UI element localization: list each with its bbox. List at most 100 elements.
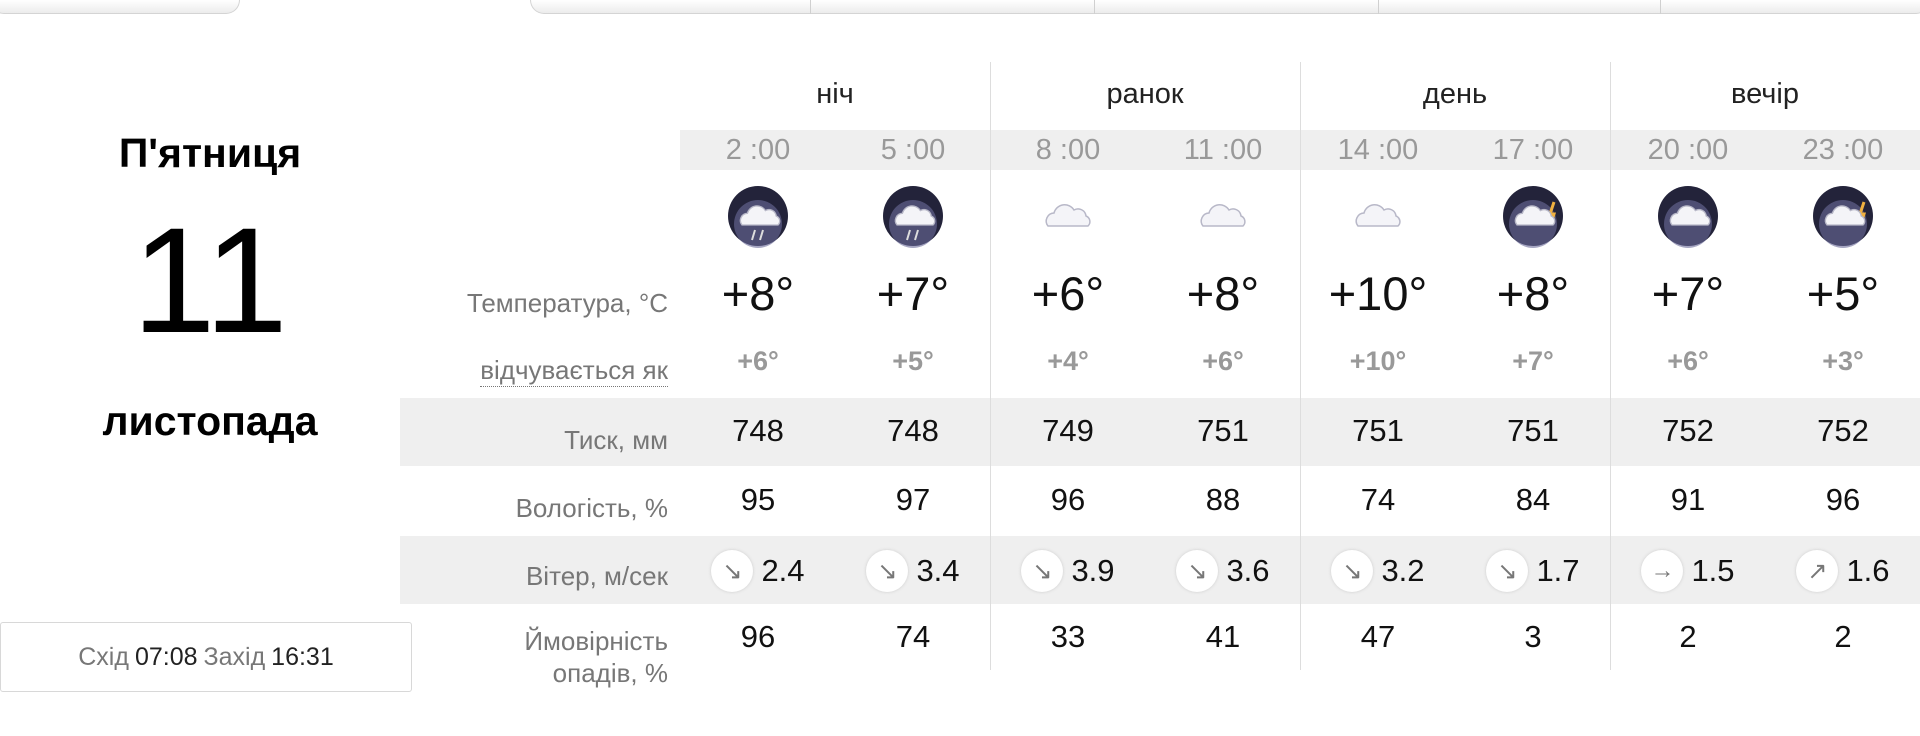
temperature-value: +6° <box>1031 267 1105 320</box>
pressure-value: 748 <box>887 413 939 448</box>
weather-night-overcast-icon <box>1610 184 1766 248</box>
pressure-value: 751 <box>1197 413 1249 448</box>
temperature-value: +7° <box>876 267 950 320</box>
sunrise-label: Схід <box>78 642 129 671</box>
humidity-value: 74 <box>1360 482 1396 517</box>
period-divider <box>1300 62 1301 670</box>
precip-label-1: Ймовірність <box>524 626 668 656</box>
pressure-row-bg <box>400 398 1920 466</box>
feels-like-value: +6° <box>1202 346 1244 376</box>
wind-direction-icon: ↗ <box>1796 550 1839 592</box>
hour-time: 8 :00 <box>1035 134 1101 166</box>
period-day: день <box>1422 78 1488 110</box>
precip-value: 2 <box>1679 619 1697 654</box>
temperature-label: Температура, °C <box>466 288 668 318</box>
feels-like-label[interactable]: відчувається як <box>480 355 668 387</box>
precip-label-2: опадів, % <box>552 658 668 688</box>
pressure-label: Тиск, мм <box>564 425 668 455</box>
wind-direction-icon: ↘ <box>1331 550 1374 592</box>
wind-speed: 1.5 <box>1691 553 1735 588</box>
wind-cell: ↘ 3.6 <box>1145 550 1301 592</box>
wind-label: Вітер, м/сек <box>525 561 668 591</box>
hour-time: 5 :00 <box>880 134 946 166</box>
period-morning: ранок <box>1106 78 1184 110</box>
day-number: 11 <box>132 196 288 364</box>
feels-like-value: +6° <box>737 346 779 376</box>
weather-night-cloudy-icon <box>1765 184 1920 248</box>
wind-cell: → 1.5 <box>1610 550 1766 592</box>
wind-speed: 2.4 <box>761 553 805 588</box>
period-evening: вечір <box>1731 78 1799 110</box>
precip-value: 47 <box>1360 619 1396 654</box>
humidity-value: 91 <box>1670 482 1706 517</box>
humidity-label: Вологість, % <box>515 493 668 523</box>
hour-time: 20 :00 <box>1647 134 1729 166</box>
wind-direction-icon: ↘ <box>1176 550 1219 592</box>
humidity-value: 84 <box>1515 482 1551 517</box>
feels-like-value: +4° <box>1047 346 1089 376</box>
pressure-value: 749 <box>1042 413 1094 448</box>
wind-cell: ↘ 1.7 <box>1455 550 1611 592</box>
wind-direction-icon: → <box>1641 550 1684 592</box>
wind-cell: ↘ 3.4 <box>835 550 991 592</box>
wind-speed: 1.7 <box>1536 553 1580 588</box>
feels-like-value: +3° <box>1822 346 1864 376</box>
sunset-label: Захід <box>203 642 266 671</box>
period-night: ніч <box>816 78 854 110</box>
tab-divider <box>1094 0 1095 14</box>
feels-like-value: +7° <box>1512 346 1554 376</box>
pressure-value: 752 <box>1662 413 1714 448</box>
weather-cloud-icon <box>1300 184 1456 248</box>
sun-times: Схід 07:08 Захід 16:31 <box>0 622 412 692</box>
hour-time: 14 :00 <box>1337 134 1419 166</box>
wind-direction-icon: ↘ <box>1486 550 1529 592</box>
hour-time: 23 :00 <box>1802 134 1884 166</box>
wind-speed: 3.4 <box>916 553 960 588</box>
tab-divider <box>810 0 811 14</box>
feels-like-value: +6° <box>1667 346 1709 376</box>
tab-divider <box>1660 0 1661 14</box>
precip-value: 96 <box>740 619 776 654</box>
tab-strip[interactable] <box>530 0 1920 14</box>
temperature-value: +8° <box>1186 267 1260 320</box>
tab-left[interactable] <box>0 0 240 14</box>
pressure-value: 751 <box>1507 413 1559 448</box>
feels-like-value: +10° <box>1349 346 1407 376</box>
humidity-value: 88 <box>1205 482 1241 517</box>
temperature-value: +7° <box>1651 267 1725 320</box>
day-name: П'ятниця <box>118 130 302 176</box>
wind-cell: ↘ 3.2 <box>1300 550 1456 592</box>
hour-time: 2 :00 <box>725 134 791 166</box>
weather-night-cloudy-icon <box>1455 184 1611 248</box>
precip-value: 3 <box>1524 619 1542 654</box>
weather-overcast-rain-icon <box>680 184 836 248</box>
tab-divider <box>1378 0 1379 14</box>
wind-cell: ↘ 3.9 <box>990 550 1146 592</box>
pressure-value: 751 <box>1352 413 1404 448</box>
wind-direction-icon: ↘ <box>1021 550 1064 592</box>
temperature-value: +10° <box>1328 267 1428 320</box>
pressure-value: 752 <box>1817 413 1869 448</box>
sunset-time: 16:31 <box>271 642 334 671</box>
wind-direction-icon: ↘ <box>711 550 754 592</box>
temperature-value: +8° <box>1496 267 1570 320</box>
humidity-value: 95 <box>740 482 776 517</box>
pressure-value: 748 <box>732 413 784 448</box>
humidity-value: 96 <box>1825 482 1861 517</box>
humidity-value: 97 <box>895 482 931 517</box>
humidity-value: 96 <box>1050 482 1086 517</box>
wind-cell: ↗ 1.6 <box>1765 550 1920 592</box>
wind-speed: 1.6 <box>1846 553 1890 588</box>
period-divider <box>1610 62 1611 670</box>
wind-direction-icon: ↘ <box>866 550 909 592</box>
month-name: листопада <box>102 398 318 444</box>
weather-cloud-icon <box>1145 184 1301 248</box>
hour-time: 11 :00 <box>1183 134 1263 166</box>
wind-speed: 3.9 <box>1071 553 1115 588</box>
precip-value: 33 <box>1050 619 1086 654</box>
weather-cloud-icon <box>990 184 1146 248</box>
sunrise-time: 07:08 <box>134 642 198 671</box>
temperature-value: +5° <box>1806 267 1880 320</box>
temperature-value: +8° <box>721 267 795 320</box>
wind-speed: 3.6 <box>1226 553 1270 588</box>
